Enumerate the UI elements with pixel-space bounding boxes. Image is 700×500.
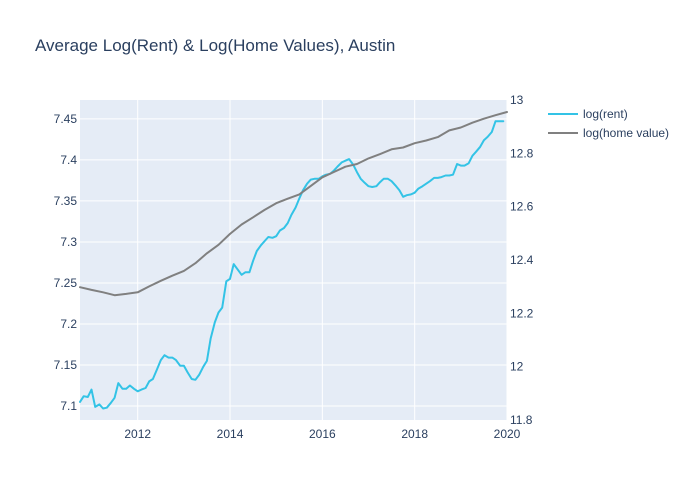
y-tick-label: 7.3 [60,235,77,249]
y2-tick-label: 12.4 [510,253,534,267]
x-tick-label: 2020 [494,427,521,441]
series-lines [79,111,508,410]
y-tick-label: 7.1 [60,399,77,413]
legend-label-home-value: log(home value) [583,126,669,140]
axes: 2012 2014 2016 2018 2020 7.1 7.15 7.2 7.25 7.3 7.3… [54,93,534,441]
y-tick-label: 7.25 [54,276,78,290]
y2-tick-label: 12.6 [510,200,534,214]
y2-tick-label: 12.2 [510,306,534,320]
legend: log(rent) log(home value) [548,107,669,140]
plot-area [80,100,507,420]
chart-title: Average Log(Rent) & Log(Home Values), Au… [35,36,395,55]
y-tick-label: 7.45 [54,112,78,126]
x-tick-label: 2012 [124,427,151,441]
y-tick-label: 7.35 [54,194,78,208]
y-tick-label: 7.2 [60,317,77,331]
y2-tick-label: 13 [510,93,524,107]
x-tick-label: 2014 [217,427,244,441]
y-tick-label: 7.4 [60,153,77,167]
y-tick-label: 7.15 [54,358,78,372]
x-tick-label: 2016 [309,427,336,441]
legend-label-rent: log(rent) [583,107,628,121]
gridlines [80,100,508,420]
y2-tick-label: 12 [510,360,524,374]
series-line-rent [79,120,505,410]
y2-tick-label: 11.8 [510,413,533,427]
series-line-home-value [79,111,508,297]
x-tick-label: 2018 [401,427,428,441]
y2-tick-label: 12.8 [510,146,534,160]
